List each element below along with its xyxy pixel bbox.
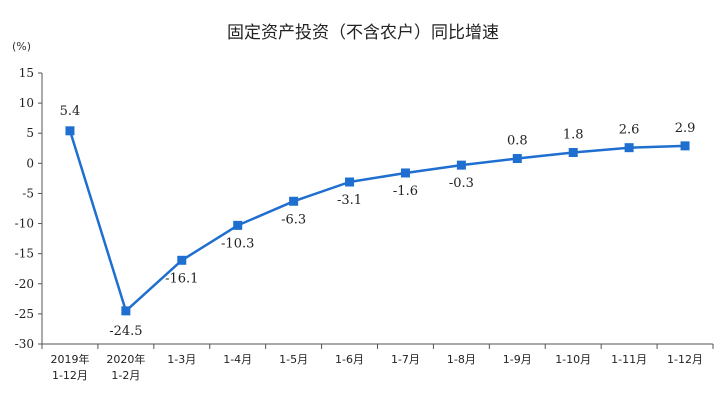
data-labels: 5.4 -24.5 -16.1 -10.3 -6.3 -3.1 -1.6 -0.3 0.8 1.8… — [60, 104, 696, 339]
data-point-2 — [177, 255, 187, 265]
x-tick-label: 1-9月 — [503, 353, 532, 366]
x-tick-label: 1-6月 — [335, 353, 364, 366]
series-line — [68, 130, 686, 313]
data-point-0 — [65, 126, 75, 136]
x-tick-label: 1-4月 — [223, 353, 252, 366]
x-tick-label: 2019年 — [50, 352, 89, 366]
data-label-0: 5.4 — [60, 104, 81, 119]
data-point-11 — [680, 141, 690, 151]
y-tick-label: -30 — [15, 337, 34, 351]
data-label-8: 0.8 — [507, 134, 528, 149]
data-point-6 — [400, 168, 410, 178]
data-point-3 — [233, 220, 243, 230]
y-tick-label: 0 — [26, 156, 34, 170]
y-tick-label: -5 — [22, 186, 34, 200]
x-tick-label: 1-2月 — [111, 369, 140, 382]
data-label-9: 1.8 — [563, 127, 584, 142]
y-tick-label: 5 — [26, 126, 34, 140]
data-point-9 — [568, 147, 578, 157]
data-label-5: -3.1 — [337, 193, 362, 208]
x-tick-label: 1-3月 — [167, 353, 196, 366]
y-tick-label: -10 — [15, 217, 34, 231]
data-label-1: -24.5 — [109, 324, 142, 339]
series-markers — [65, 126, 690, 316]
y-tick-label: -15 — [15, 247, 34, 261]
data-label-6: -1.6 — [393, 184, 418, 199]
data-label-4: -6.3 — [281, 212, 306, 227]
y-tick-label: -25 — [15, 307, 34, 321]
x-tick-label: 1-12月 — [52, 369, 88, 382]
series-polyline — [68, 130, 686, 313]
y-axis: 15 10 5 0 -5 -10 -15 -20 -25 -30 — [15, 66, 43, 351]
data-point-5 — [345, 177, 355, 187]
data-label-2: -16.1 — [165, 271, 198, 286]
data-label-11: 2.9 — [675, 121, 696, 136]
chart-title: 固定资产投资（不含农户）同比增速 — [227, 23, 499, 43]
y-axis-unit: (%) — [12, 40, 31, 53]
y-tick-label: 15 — [19, 66, 34, 80]
y-tick-label: -20 — [15, 277, 34, 291]
x-tick-label: 1-10月 — [555, 353, 591, 366]
data-label-10: 2.6 — [619, 123, 640, 138]
data-point-8 — [512, 154, 522, 164]
data-label-7: -0.3 — [449, 176, 474, 191]
x-tick-label: 1-11月 — [611, 353, 647, 366]
data-point-1 — [121, 306, 131, 316]
x-tick-label: 2020年 — [106, 352, 145, 366]
data-label-3: -10.3 — [221, 236, 254, 251]
data-point-7 — [456, 160, 466, 170]
data-point-4 — [289, 196, 299, 206]
x-tick-label: 1-7月 — [391, 353, 420, 366]
data-point-10 — [624, 143, 634, 153]
x-tick-label: 1-5月 — [279, 353, 308, 366]
x-axis: 2019年 1-12月 2020年 1-2月 1-3月 1-4月 1-5月 1-6月 1-7月 1… — [41, 343, 714, 382]
x-tick-label: 1-8月 — [447, 353, 476, 366]
x-tick-label: 1-12月 — [667, 353, 703, 366]
y-tick-label: 10 — [19, 96, 34, 110]
